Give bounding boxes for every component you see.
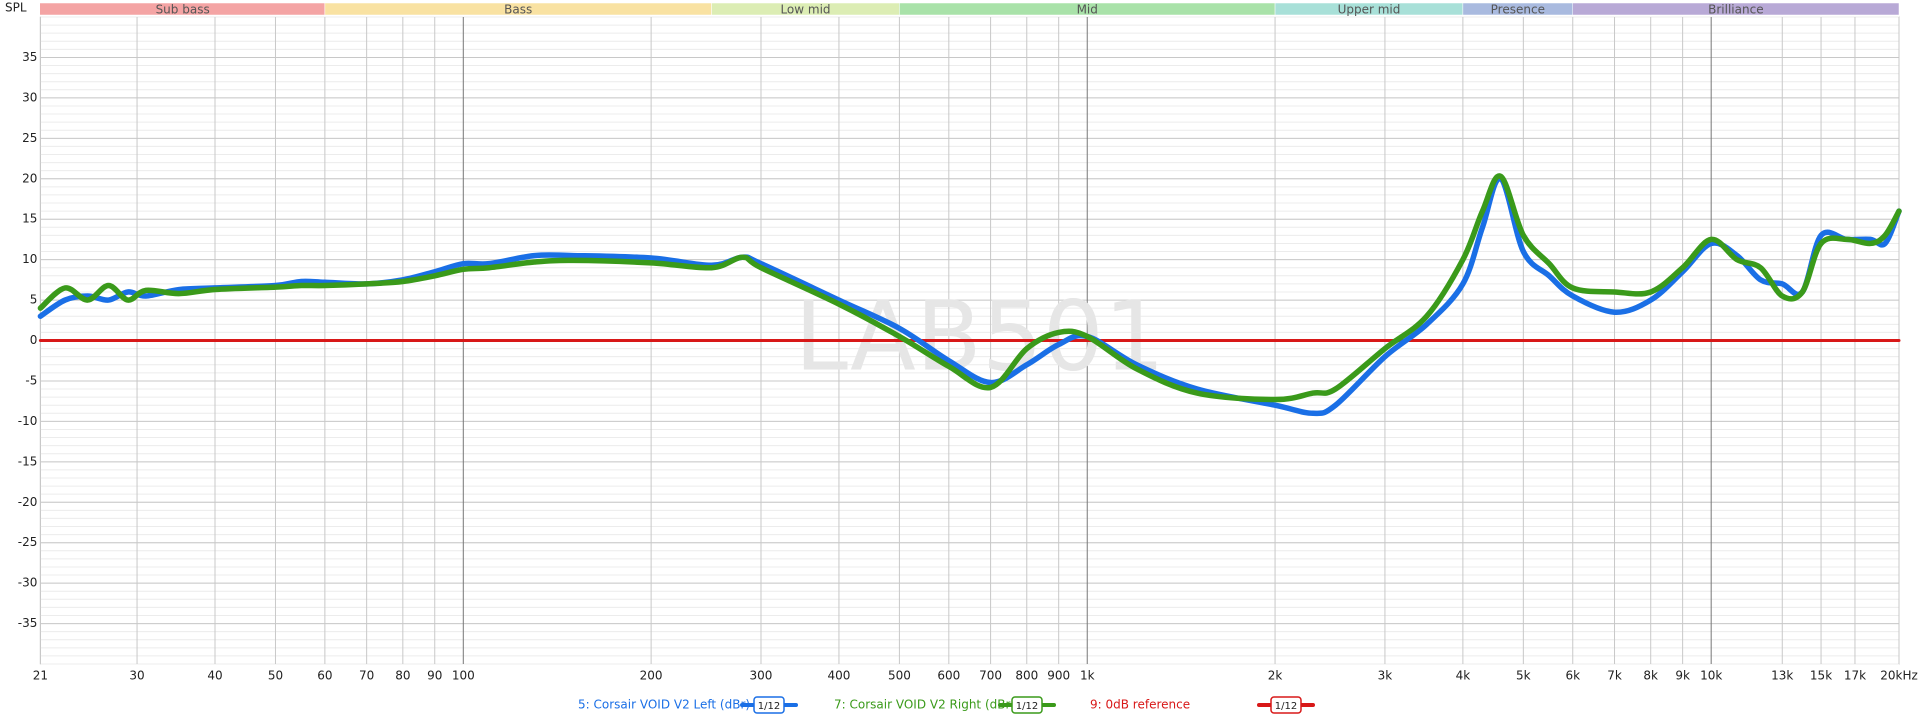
x-tick-label: 4k xyxy=(1456,669,1471,683)
x-tick-label: 700 xyxy=(979,669,1002,683)
x-tick-label: 8k xyxy=(1643,669,1658,683)
x-tick-label: 100 xyxy=(452,669,475,683)
series-line xyxy=(37,175,1902,417)
band-label: Presence xyxy=(1491,3,1545,17)
y-tick-label: 15 xyxy=(22,212,37,226)
y-tick-label: 10 xyxy=(22,252,37,266)
legend-label: 5: Corsair VOID V2 Left (dBr) xyxy=(578,698,750,712)
legend-label: 7: Corsair VOID V2 Right (dBr) xyxy=(834,698,1015,712)
x-tick-label: 13k xyxy=(1771,669,1793,683)
y-tick-label: -25 xyxy=(18,535,38,549)
x-tick-label: 1k xyxy=(1080,669,1095,683)
band-label: Bass xyxy=(504,3,532,17)
y-tick-label: 0 xyxy=(30,333,38,347)
y-axis-label: SPL xyxy=(5,1,27,15)
band-label: Brilliance xyxy=(1708,3,1763,17)
y-tick-label: 20 xyxy=(22,171,37,185)
bands: Sub bass Bass Low mid Mid Upper mid Presence B… xyxy=(40,2,1900,17)
band-label: Sub bass xyxy=(156,3,210,17)
x-tick-label: 7k xyxy=(1607,669,1622,683)
x-tick-label: 90 xyxy=(427,669,442,683)
x-tick-label: 3k xyxy=(1378,669,1393,683)
band-label: Mid xyxy=(1077,3,1098,17)
x-tick-label: 80 xyxy=(395,669,410,683)
y-tick-label: -20 xyxy=(18,495,38,509)
y-tick-label: -5 xyxy=(25,373,37,387)
x-tick-label: 21 xyxy=(33,669,48,683)
x-tick-label: 6k xyxy=(1565,669,1580,683)
band-label: Upper mid xyxy=(1338,3,1401,17)
x-tick-label: 2k xyxy=(1268,669,1283,683)
legend-smoothing: 1/12 xyxy=(758,701,780,712)
band xyxy=(1572,2,1900,16)
x-tick-label: 10k xyxy=(1700,669,1722,683)
x-tick-label: 70 xyxy=(359,669,374,683)
x-tick-label: 60 xyxy=(317,669,332,683)
x-tick-label: 40 xyxy=(207,669,222,683)
x-tick-label: 200 xyxy=(640,669,663,683)
x-tick-label: 17k xyxy=(1844,669,1866,683)
legend-smoothing: 1/12 xyxy=(1016,701,1038,712)
y-tick-label: -35 xyxy=(18,616,38,630)
y-tick-label: 25 xyxy=(22,131,37,145)
x-tick-label: 9k xyxy=(1675,669,1690,683)
x-tick-label: 600 xyxy=(937,669,960,683)
x-tick-label: 900 xyxy=(1047,669,1070,683)
y-tick-label: -15 xyxy=(18,454,38,468)
legend-badge xyxy=(1270,696,1302,714)
y-tick-label: -10 xyxy=(18,414,38,428)
y-tick-label: 30 xyxy=(22,90,37,104)
y-tick-label: 35 xyxy=(22,50,37,64)
x-tick-label: 300 xyxy=(750,669,773,683)
x-tick-label: 5k xyxy=(1516,669,1531,683)
y-tick-label: -30 xyxy=(18,576,38,590)
x-tick-label: 20kHz xyxy=(1880,669,1918,683)
x-tick-label: 50 xyxy=(268,669,283,683)
band-label: Low mid xyxy=(780,3,830,17)
x-tick-label: 800 xyxy=(1015,669,1038,683)
legend-label: 9: 0dB reference xyxy=(1090,698,1190,712)
x-tick-label: 15k xyxy=(1810,669,1832,683)
y-tick-label: 5 xyxy=(30,293,38,307)
legend-badge xyxy=(1011,696,1043,714)
x-tick-label: 400 xyxy=(827,669,850,683)
x-tick-label: 500 xyxy=(888,669,911,683)
series-line xyxy=(37,173,1902,403)
legend-smoothing: 1/12 xyxy=(1275,701,1297,712)
x-tick-label: 30 xyxy=(129,669,144,683)
watermark: LAB501 xyxy=(794,280,1164,392)
legend-badge xyxy=(753,696,785,714)
